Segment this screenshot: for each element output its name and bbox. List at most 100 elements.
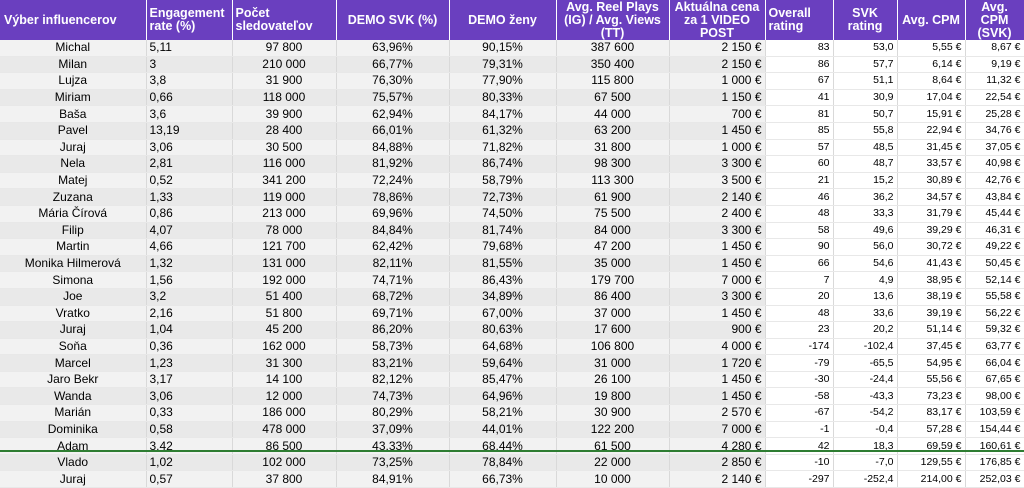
cell-svk-rating[interactable]: 51,1 [833,72,898,90]
cell-avg-views[interactable]: 63 200 [556,122,670,140]
cell-avg-cpm[interactable]: 38,19 € [897,288,966,306]
cell-overall-rating[interactable]: 21 [765,172,834,190]
cell-overall-rating[interactable]: -1 [765,421,834,439]
cell-demo-zeny[interactable]: 74,50% [449,205,557,223]
cell-avg-views[interactable]: 122 200 [556,421,670,439]
cell-svk-rating[interactable]: -102,4 [833,338,898,356]
cell-engagement-rate[interactable]: 5,11 [146,40,233,57]
cell-engagement-rate[interactable]: 3,2 [146,288,233,306]
cell-avg-cpm-svk[interactable]: 22,54 € [965,89,1024,107]
cell-avg-cpm-svk[interactable]: 52,14 € [965,271,1024,289]
cell-avg-cpm-svk[interactable]: 59,32 € [965,321,1024,339]
cell-avg-views[interactable]: 35 000 [556,255,670,273]
cell-demo-zeny[interactable]: 66,73% [449,470,557,488]
cell-demo-svk[interactable]: 82,12% [336,371,450,389]
cell-demo-svk[interactable]: 69,96% [336,205,450,223]
cell-followers[interactable]: 51 400 [232,288,337,306]
cell-avg-cpm[interactable]: 15,91 € [897,105,966,123]
cell-demo-zeny[interactable]: 44,01% [449,421,557,439]
cell-demo-svk[interactable]: 73,25% [336,454,450,472]
cell-engagement-rate[interactable]: 13,19 [146,122,233,140]
cell-avg-views[interactable]: 75 500 [556,205,670,223]
column-header-demo-svk[interactable]: DEMO SVK (%) [336,0,450,40]
cell-avg-cpm[interactable]: 55,56 € [897,371,966,389]
cell-avg-cpm[interactable]: 39,19 € [897,305,966,323]
cell-avg-views[interactable]: 86 400 [556,288,670,306]
cell-demo-svk[interactable]: 81,92% [336,155,450,173]
cell-demo-zeny[interactable]: 61,32% [449,122,557,140]
cell-price[interactable]: 1 450 € [669,255,766,273]
cell-svk-rating[interactable]: -54,2 [833,404,898,422]
cell-followers[interactable]: 186 000 [232,404,337,422]
cell-name[interactable]: Vlado [0,454,147,472]
cell-demo-zeny[interactable]: 80,63% [449,321,557,339]
cell-demo-svk[interactable]: 83,21% [336,354,450,372]
cell-demo-zeny[interactable]: 79,68% [449,238,557,256]
cell-overall-rating[interactable]: 81 [765,105,834,123]
cell-avg-cpm-svk[interactable]: 40,98 € [965,155,1024,173]
cell-avg-cpm-svk[interactable]: 67,65 € [965,371,1024,389]
cell-name[interactable]: Wanda [0,387,147,406]
cell-price[interactable]: 1 450 € [669,387,766,406]
cell-engagement-rate[interactable]: 3,17 [146,371,233,389]
cell-followers[interactable]: 51 800 [232,305,337,323]
cell-engagement-rate[interactable]: 0,36 [146,338,233,356]
cell-engagement-rate[interactable]: 1,33 [146,188,233,206]
cell-avg-views[interactable]: 113 300 [556,172,670,190]
cell-avg-cpm-svk[interactable]: 252,03 € [965,470,1024,488]
cell-name[interactable]: Marcel [0,354,147,372]
cell-avg-cpm-svk[interactable]: 66,04 € [965,354,1024,372]
cell-svk-rating[interactable]: 13,6 [833,288,898,306]
cell-avg-cpm[interactable]: 38,95 € [897,271,966,289]
cell-demo-svk[interactable]: 74,73% [336,387,450,406]
cell-followers[interactable]: 78 000 [232,222,337,240]
cell-demo-svk[interactable]: 62,42% [336,238,450,256]
cell-price[interactable]: 900 € [669,321,766,339]
cell-followers[interactable]: 14 100 [232,371,337,389]
cell-avg-cpm-svk[interactable]: 103,59 € [965,404,1024,422]
cell-demo-zeny[interactable]: 67,00% [449,305,557,323]
cell-name[interactable]: Juraj [0,470,147,488]
cell-overall-rating[interactable]: 67 [765,72,834,90]
cell-name[interactable]: Mária Čírová [0,205,147,223]
cell-avg-cpm-svk[interactable]: 25,28 € [965,105,1024,123]
cell-followers[interactable]: 31 300 [232,354,337,372]
cell-price[interactable]: 3 300 € [669,155,766,173]
cell-avg-views[interactable]: 10 000 [556,470,670,488]
cell-engagement-rate[interactable]: 3,6 [146,105,233,123]
cell-name[interactable]: Juraj [0,321,147,339]
cell-avg-cpm-svk[interactable]: 49,22 € [965,238,1024,256]
cell-followers[interactable]: 192 000 [232,271,337,289]
cell-svk-rating[interactable]: 48,5 [833,139,898,157]
column-header-demo-zeny[interactable]: DEMO ženy [449,0,557,40]
cell-avg-cpm[interactable]: 31,79 € [897,205,966,223]
cell-overall-rating[interactable]: -79 [765,354,834,372]
cell-avg-cpm[interactable]: 30,72 € [897,238,966,256]
cell-price[interactable]: 2 140 € [669,188,766,206]
cell-engagement-rate[interactable]: 1,23 [146,354,233,372]
cell-avg-views[interactable]: 350 400 [556,56,670,74]
cell-demo-zeny[interactable]: 86,74% [449,155,557,173]
cell-avg-cpm-svk[interactable]: 11,32 € [965,72,1024,90]
cell-avg-cpm-svk[interactable]: 43,84 € [965,188,1024,206]
cell-engagement-rate[interactable]: 3,8 [146,72,233,90]
cell-demo-zeny[interactable]: 58,21% [449,404,557,422]
cell-followers[interactable]: 118 000 [232,89,337,107]
cell-avg-views[interactable]: 37 000 [556,305,670,323]
cell-svk-rating[interactable]: -0,4 [833,421,898,439]
cell-followers[interactable]: 39 900 [232,105,337,123]
cell-svk-rating[interactable]: -43,3 [833,387,898,406]
cell-engagement-rate[interactable]: 2,81 [146,155,233,173]
cell-price[interactable]: 2 150 € [669,56,766,74]
cell-demo-svk[interactable]: 82,11% [336,255,450,273]
cell-demo-svk[interactable]: 66,01% [336,122,450,140]
cell-svk-rating[interactable]: 54,6 [833,255,898,273]
cell-overall-rating[interactable]: 20 [765,288,834,306]
cell-svk-rating[interactable]: 33,3 [833,205,898,223]
cell-svk-rating[interactable]: 48,7 [833,155,898,173]
cell-demo-zeny[interactable]: 81,55% [449,255,557,273]
cell-demo-svk[interactable]: 76,30% [336,72,450,90]
cell-price[interactable]: 7 000 € [669,271,766,289]
cell-followers[interactable]: 213 000 [232,205,337,223]
cell-name[interactable]: Baša [0,105,147,123]
